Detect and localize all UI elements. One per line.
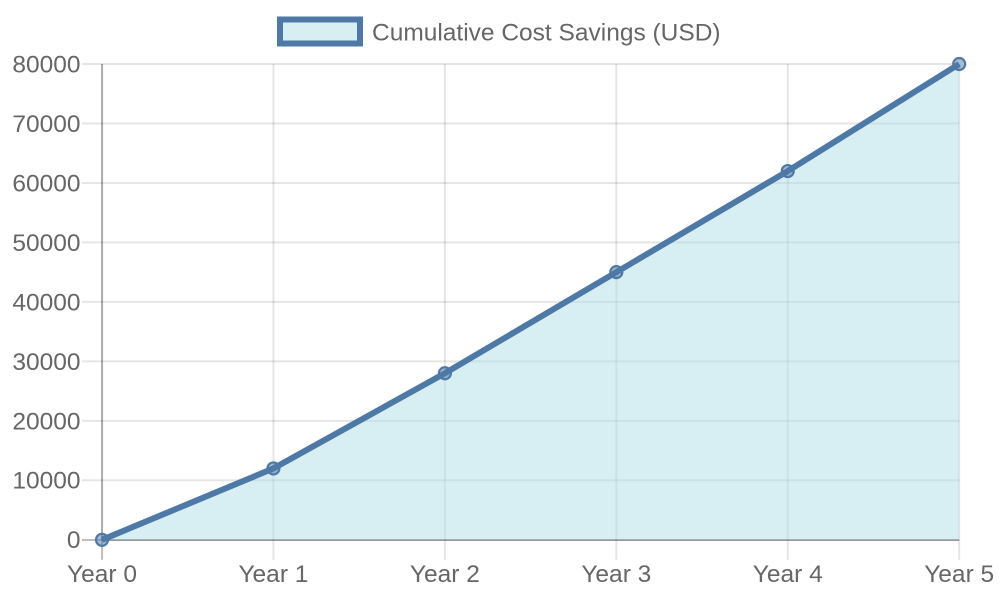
svg-text:20000: 20000 bbox=[12, 408, 80, 435]
svg-text:Year 2: Year 2 bbox=[410, 561, 480, 588]
svg-text:Year 4: Year 4 bbox=[753, 561, 823, 588]
svg-text:Year 3: Year 3 bbox=[581, 561, 651, 588]
svg-text:Year 0: Year 0 bbox=[67, 561, 137, 588]
svg-text:30000: 30000 bbox=[12, 349, 80, 376]
svg-text:0: 0 bbox=[67, 527, 81, 554]
svg-text:70000: 70000 bbox=[12, 111, 80, 138]
svg-text:40000: 40000 bbox=[12, 289, 80, 316]
svg-text:Year 1: Year 1 bbox=[238, 561, 308, 588]
svg-text:60000: 60000 bbox=[12, 170, 80, 197]
svg-text:Year 5: Year 5 bbox=[924, 561, 994, 588]
svg-text:50000: 50000 bbox=[12, 230, 80, 257]
svg-text:Cumulative Cost Savings (USD): Cumulative Cost Savings (USD) bbox=[372, 19, 721, 46]
svg-text:10000: 10000 bbox=[12, 468, 80, 495]
svg-text:80000: 80000 bbox=[12, 51, 80, 78]
